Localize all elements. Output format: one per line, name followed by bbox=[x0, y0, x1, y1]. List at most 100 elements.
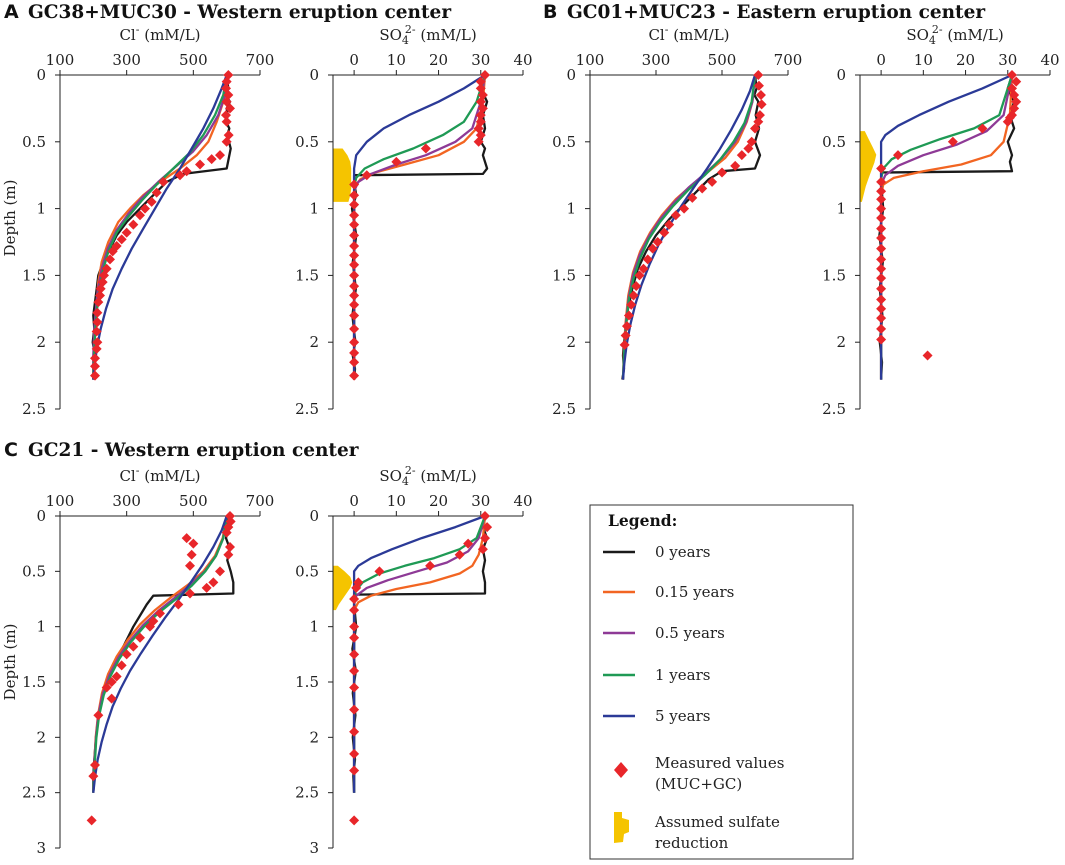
panel-a-sub1-measured-point-3 bbox=[223, 90, 234, 101]
panel-c-sub1-measured-point-27 bbox=[90, 760, 100, 770]
panel-b-sub2-xtick-label-0: 0 bbox=[876, 51, 886, 69]
panel-a-sub2-measured-point-12 bbox=[391, 156, 402, 167]
panel-a-sub1-measured-point-37 bbox=[90, 353, 100, 364]
panel-b-sub1-xtick-label-300: 300 bbox=[642, 51, 671, 69]
panel-b-sub1-xtick-label-100: 100 bbox=[576, 51, 605, 69]
panel-b-sub2-ytick-label-0-5: 0.5 bbox=[822, 133, 846, 151]
panel-c-sub1-measured-point-12 bbox=[201, 582, 212, 593]
panel-c-sub1-measured-point-29 bbox=[86, 815, 97, 826]
panel-b-sub1-measured-point-19 bbox=[652, 237, 663, 247]
panel-c-sub2-measured-point-0 bbox=[480, 511, 490, 521]
panel-c-sub2-measured-point-9 bbox=[351, 582, 362, 593]
panel-b-sub1-measured-point-27 bbox=[623, 310, 634, 321]
panel-b-sub2-measured-point-29 bbox=[876, 334, 887, 345]
panel-a-sub1-measured-point-39 bbox=[90, 370, 100, 381]
panel-a-sub1-measured-point-22 bbox=[116, 234, 127, 245]
panel-b-sub2-xlabel: SO42- (mM/L) bbox=[906, 23, 1003, 47]
panel-b-sub1-ytick-label-1-5: 1.5 bbox=[552, 266, 576, 284]
panel-b-sub2-measured-point-25 bbox=[876, 294, 887, 305]
panel-c-sub2-measured-point-13 bbox=[349, 632, 360, 643]
panel-c-sub2-xtick-label-0: 0 bbox=[349, 492, 359, 510]
panel-c-sub1-ytick-label-3: 3 bbox=[36, 839, 46, 857]
panel-b-sub1-measured-point-24 bbox=[631, 281, 642, 292]
panel-b-sub2-measured-point-22 bbox=[876, 263, 887, 274]
legend-label-5-years: 5 years bbox=[655, 707, 710, 725]
panel-c-sub1-measured-point-21 bbox=[116, 660, 127, 671]
panel-a-sub1-measured-point-16 bbox=[151, 187, 162, 198]
panel-b-letter: B bbox=[543, 1, 557, 23]
panel-c-sub2-measured-point-18 bbox=[349, 726, 360, 737]
panel-a-sub2-measured-point-27 bbox=[349, 310, 360, 321]
panel-a-sub2-measured-point-0 bbox=[480, 70, 490, 80]
panel-c-sub1-measured-point-15 bbox=[155, 608, 165, 619]
panel-a-sub2-measured-point-21 bbox=[349, 250, 360, 261]
panel-c-sub2-ytick-label-1: 1 bbox=[309, 618, 319, 636]
panel-b-sub1-measured-point-26 bbox=[626, 299, 637, 310]
panel-a-sub1-ytick-label-0-5: 0.5 bbox=[22, 133, 46, 151]
panel-c-sub1-measured-point-6 bbox=[181, 533, 192, 544]
panel-b-sub2-measured-point-14 bbox=[876, 186, 887, 197]
panel-c-sub2-series-5-years bbox=[352, 514, 486, 793]
panel-c-sub1-measured-point-26 bbox=[93, 710, 104, 721]
panel-b-sub2-measured-point-27 bbox=[876, 313, 887, 324]
panel-c-sub1-series-1-years bbox=[92, 515, 228, 793]
panel-b-sub2-ytick-label-2-5: 2.5 bbox=[822, 400, 846, 418]
panel-a-ylabel: Depth (m) bbox=[1, 180, 19, 257]
panel-b-sub1: 100 300 500 700 0 0.5 1 1.5 2 2.5 Cl- (mM/L) bbox=[552, 23, 802, 418]
panel-c-sub1-measured-point-18 bbox=[135, 632, 145, 643]
panel-c-sub2-measured-point-12 bbox=[349, 621, 360, 632]
panel-c-sub2-measured-point-11 bbox=[349, 605, 360, 616]
panel-a-sub1-measured-point-13 bbox=[181, 166, 192, 177]
panel-b-sub2-measured-point-17 bbox=[876, 212, 887, 223]
panel-b-sub2-series-0-5-years bbox=[879, 74, 1014, 380]
panel-b-sub2-measured-point-20 bbox=[876, 243, 887, 254]
panel-b-sub2-series-5-years bbox=[879, 73, 1013, 380]
panel-c-sub2-measured-point-16 bbox=[349, 682, 360, 693]
panel-c-sub1-xtick-label-300: 300 bbox=[112, 492, 141, 510]
panel-c-sub2-xtick-label-30: 30 bbox=[471, 492, 490, 510]
panel-a-sub1-measured-point-31 bbox=[93, 297, 104, 308]
panel-b-sub2-measured-point-18 bbox=[876, 223, 887, 234]
panel-c-sub1-measured-point-3 bbox=[221, 527, 232, 538]
panel-c-sub1-measured-point-8 bbox=[186, 549, 197, 560]
panel-a-sub1-ytick-label-2: 2 bbox=[36, 333, 46, 351]
panel-b-sub1-measured-point-15 bbox=[679, 203, 690, 214]
panel-a-sub2-xlabel: SO42- (mM/L) bbox=[379, 23, 476, 47]
panel-c-sub1-xtick-label-100: 100 bbox=[46, 492, 75, 510]
panel-c-sub1-measured-point-19 bbox=[128, 641, 139, 652]
panel-b-sub2-ytick-label-1-5: 1.5 bbox=[822, 266, 846, 284]
panel-c-sub1-measured-point-9 bbox=[185, 560, 195, 571]
panel-c-sub1-measured-point-10 bbox=[215, 566, 225, 577]
panel-b-sub1-measured-point-2 bbox=[755, 90, 766, 101]
panel-c-sub2-ytick-label-0-5: 0.5 bbox=[295, 562, 319, 580]
panel-c-sub2-ytick-label-2-5: 2.5 bbox=[295, 784, 319, 802]
panel-a-sub2-ytick-label-1: 1 bbox=[309, 200, 319, 218]
panel-c-sub1-measured-point-24 bbox=[101, 682, 112, 693]
panel-c-sub2-xtick-label-40: 40 bbox=[513, 492, 532, 510]
panel-a-sub1-measured-point-15 bbox=[158, 176, 169, 187]
panel-c-sub1-ytick-label-1: 1 bbox=[36, 618, 46, 636]
panel-a-sub1-series-0-years bbox=[91, 74, 232, 380]
panel-a-sub1-measured-point-6 bbox=[221, 110, 231, 121]
panel-c-sub2-measured-point-17 bbox=[349, 704, 360, 715]
panel-c-sub2-measured-point-2 bbox=[480, 533, 490, 544]
panel-b-sub1-ytick-label-0: 0 bbox=[566, 66, 576, 84]
panel-a-sub1-measured-point-0 bbox=[223, 70, 234, 80]
panel-b-sub1-measured-point-14 bbox=[687, 192, 698, 203]
panel-a-sub2: 0 10 20 30 40 0 0.5 1 1.5 2 2.5 SO42- (mM/L) bbox=[295, 23, 532, 418]
panel-a-sub1-measured-point-32 bbox=[92, 307, 103, 318]
panel-b-sub1-measured-point-6 bbox=[750, 123, 760, 134]
panel-b-sub2-xtick-label-30: 30 bbox=[998, 51, 1017, 69]
panel-c-sub2-measured-point-10 bbox=[349, 594, 360, 604]
panel-a-sub2-measured-point-16 bbox=[349, 199, 360, 210]
panel-c-sub2-ytick-label-2: 2 bbox=[309, 728, 319, 746]
panel-c-sub1-ytick-label-1-5: 1.5 bbox=[22, 673, 46, 691]
panel-c-sub1-measured-point-14 bbox=[173, 599, 184, 610]
panel-b-sub1-measured-point-3 bbox=[756, 99, 767, 110]
panel-b-sub2-series-1-years bbox=[879, 74, 1014, 380]
panel-a-sub1-measured-point-14 bbox=[175, 170, 185, 181]
panel-b-sub1-measured-point-28 bbox=[621, 321, 632, 332]
panel-a-sub2-ytick-label-1-5: 1.5 bbox=[295, 266, 319, 284]
panel-b-sub2-ytick-label-2: 2 bbox=[836, 333, 846, 351]
